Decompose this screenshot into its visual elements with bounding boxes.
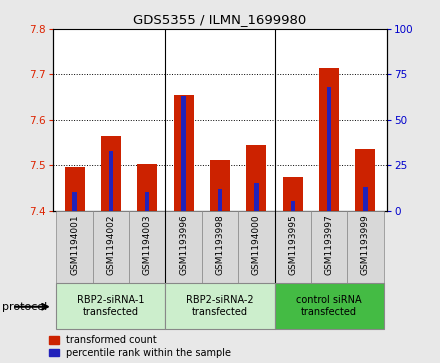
Bar bbox=[145, 192, 150, 211]
Bar bbox=[93, 211, 129, 283]
Bar bbox=[311, 211, 347, 283]
Bar bbox=[363, 187, 367, 211]
Bar bbox=[165, 283, 275, 329]
Bar bbox=[246, 145, 266, 211]
Bar bbox=[356, 149, 375, 211]
Bar bbox=[283, 176, 303, 211]
Text: GSM1193995: GSM1193995 bbox=[288, 214, 297, 275]
Title: GDS5355 / ILMN_1699980: GDS5355 / ILMN_1699980 bbox=[133, 13, 307, 26]
Bar bbox=[56, 283, 165, 329]
Text: control siRNA
transfected: control siRNA transfected bbox=[296, 295, 362, 317]
Bar bbox=[275, 283, 384, 329]
Bar bbox=[65, 167, 84, 211]
Legend: transformed count, percentile rank within the sample: transformed count, percentile rank withi… bbox=[49, 335, 231, 358]
Bar bbox=[210, 160, 230, 211]
Text: GSM1193997: GSM1193997 bbox=[325, 214, 334, 275]
Text: GSM1194002: GSM1194002 bbox=[106, 214, 115, 275]
Text: GSM1193996: GSM1193996 bbox=[179, 214, 188, 275]
Bar bbox=[73, 192, 77, 211]
Bar bbox=[254, 183, 259, 211]
Bar bbox=[327, 87, 331, 211]
Text: GSM1193999: GSM1193999 bbox=[361, 214, 370, 275]
Bar bbox=[165, 211, 202, 283]
Bar bbox=[181, 96, 186, 211]
Bar bbox=[137, 164, 158, 211]
Text: protocol: protocol bbox=[2, 302, 48, 312]
Text: RBP2-siRNA-2
transfected: RBP2-siRNA-2 transfected bbox=[186, 295, 254, 317]
Bar bbox=[56, 211, 93, 283]
Bar bbox=[109, 151, 113, 211]
Text: RBP2-siRNA-1
transfected: RBP2-siRNA-1 transfected bbox=[77, 295, 145, 317]
Bar bbox=[238, 211, 275, 283]
Text: GSM1194000: GSM1194000 bbox=[252, 214, 261, 275]
Text: GSM1194001: GSM1194001 bbox=[70, 214, 79, 275]
Bar bbox=[174, 95, 194, 211]
Bar bbox=[129, 211, 165, 283]
Bar bbox=[101, 136, 121, 211]
Bar bbox=[319, 68, 339, 211]
Bar bbox=[202, 211, 238, 283]
Bar bbox=[218, 189, 222, 211]
Text: GSM1194003: GSM1194003 bbox=[143, 214, 152, 275]
Bar bbox=[347, 211, 384, 283]
Bar bbox=[275, 211, 311, 283]
Text: GSM1193998: GSM1193998 bbox=[216, 214, 224, 275]
Bar bbox=[290, 201, 295, 211]
